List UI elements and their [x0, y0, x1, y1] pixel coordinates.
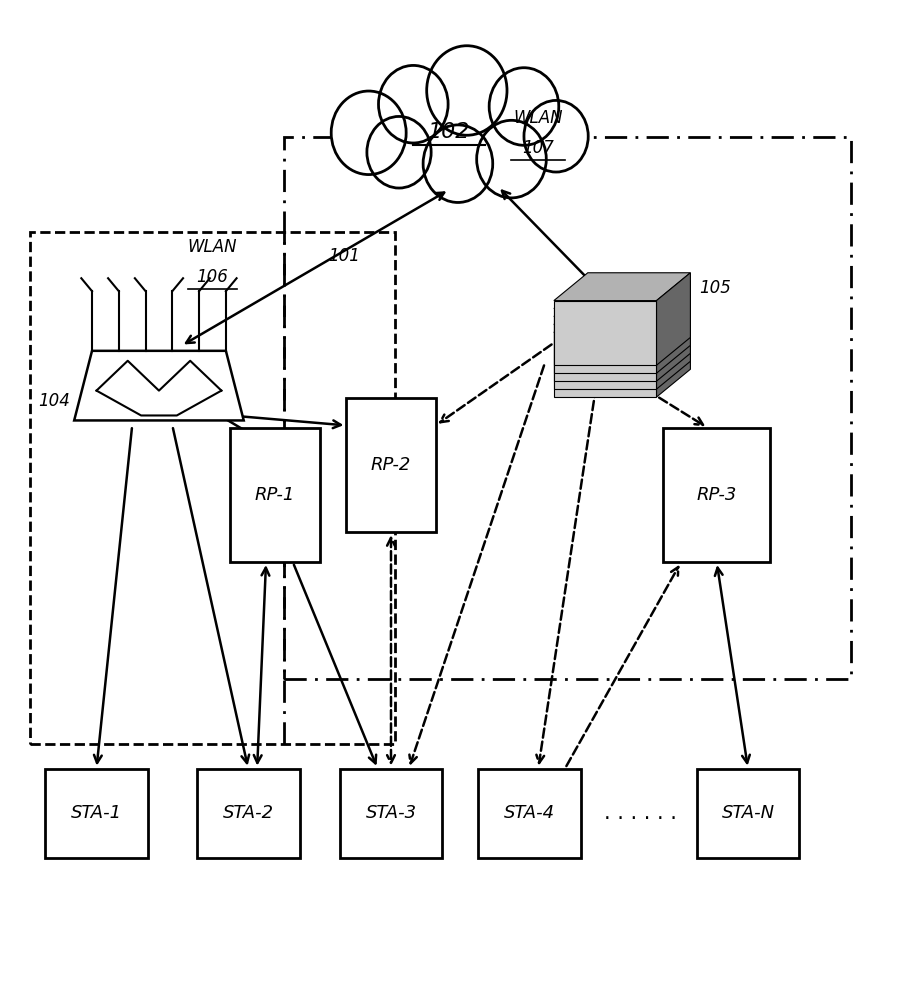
FancyBboxPatch shape [45, 768, 148, 858]
FancyBboxPatch shape [554, 309, 656, 373]
Text: WLAN: WLAN [188, 238, 237, 256]
Circle shape [378, 65, 448, 143]
Text: RP-2: RP-2 [371, 456, 411, 474]
Circle shape [477, 120, 546, 198]
Text: 102: 102 [427, 122, 471, 142]
FancyBboxPatch shape [231, 428, 320, 562]
Text: 106: 106 [197, 268, 228, 286]
Polygon shape [554, 289, 691, 317]
Polygon shape [656, 273, 691, 365]
Text: 104: 104 [39, 392, 70, 410]
Polygon shape [554, 281, 691, 309]
Circle shape [489, 68, 559, 145]
Text: STA-N: STA-N [721, 804, 775, 822]
FancyBboxPatch shape [30, 232, 395, 744]
FancyBboxPatch shape [554, 332, 656, 397]
Text: 107: 107 [523, 139, 554, 157]
Polygon shape [554, 297, 691, 324]
Circle shape [423, 125, 493, 202]
Circle shape [331, 91, 406, 175]
FancyBboxPatch shape [697, 768, 799, 858]
Polygon shape [75, 351, 243, 420]
Circle shape [427, 46, 507, 135]
FancyBboxPatch shape [554, 317, 656, 381]
Text: STA-2: STA-2 [223, 804, 274, 822]
FancyBboxPatch shape [664, 428, 770, 562]
Text: RP-1: RP-1 [255, 486, 295, 504]
FancyBboxPatch shape [339, 768, 443, 858]
Text: RP-3: RP-3 [697, 486, 737, 504]
Text: WLAN: WLAN [514, 109, 563, 127]
Text: STA-1: STA-1 [71, 804, 122, 822]
FancyBboxPatch shape [197, 768, 300, 858]
FancyBboxPatch shape [347, 398, 436, 532]
Polygon shape [656, 297, 691, 389]
Circle shape [524, 100, 588, 172]
Text: . . . . . .: . . . . . . [604, 803, 677, 823]
Polygon shape [554, 273, 691, 301]
Polygon shape [656, 305, 691, 397]
Text: STA-4: STA-4 [504, 804, 555, 822]
Polygon shape [554, 305, 691, 332]
FancyBboxPatch shape [554, 301, 656, 365]
Text: 101: 101 [329, 247, 360, 265]
Polygon shape [656, 281, 691, 373]
Polygon shape [656, 289, 691, 381]
Text: STA-3: STA-3 [365, 804, 417, 822]
Text: 105: 105 [700, 279, 731, 297]
FancyBboxPatch shape [478, 768, 581, 858]
FancyBboxPatch shape [554, 324, 656, 389]
Circle shape [367, 116, 431, 188]
